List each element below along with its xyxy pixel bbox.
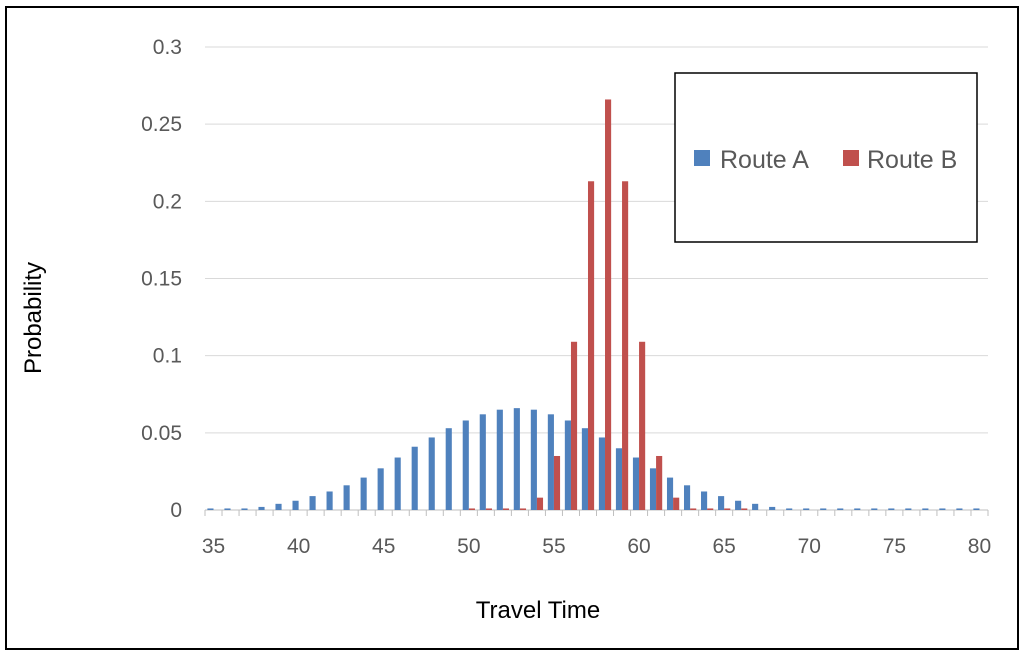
bar-route-a xyxy=(735,500,742,510)
bar-route-a xyxy=(701,491,708,510)
x-tick-label: 50 xyxy=(457,535,480,558)
bar-route-a xyxy=(786,508,793,510)
x-tick-labels: 35 40 45 50 55 60 65 70 75 80 xyxy=(202,535,991,558)
bar-route-a xyxy=(394,457,401,510)
bar-route-a xyxy=(292,500,299,510)
bar-route-a xyxy=(649,468,657,510)
x-tick-label: 70 xyxy=(798,535,821,558)
legend-box xyxy=(674,72,978,243)
bar-route-a xyxy=(683,485,691,510)
bar-route-a xyxy=(666,477,674,510)
y-tick-label: 0.15 xyxy=(141,268,182,291)
y-tick-labels: 0 0.05 0.1 0.15 0.2 0.25 0.3 xyxy=(141,36,182,522)
bar-route-a xyxy=(275,503,282,510)
bar-route-a xyxy=(207,508,214,510)
x-tick-label: 55 xyxy=(542,535,565,558)
legend: Route A Route B xyxy=(674,72,978,243)
bar-route-b xyxy=(519,508,527,510)
bar-route-a xyxy=(632,457,640,510)
bar-route-a xyxy=(888,508,895,510)
bar-route-b xyxy=(690,508,697,510)
y-axis-title: Probability xyxy=(20,262,47,374)
bar-route-a xyxy=(871,508,878,510)
y-tick-label: 0.05 xyxy=(141,422,182,445)
bar-route-a xyxy=(956,508,963,510)
bar-route-a xyxy=(496,409,503,510)
legend-label-route-b: Route B xyxy=(867,146,957,174)
bar-route-a xyxy=(564,420,571,510)
bar-route-a xyxy=(547,414,554,510)
legend-swatch-route-a xyxy=(694,150,710,166)
bar-route-a xyxy=(309,496,316,510)
bar-route-a xyxy=(445,428,452,510)
bar-route-a xyxy=(428,437,435,510)
bar-route-a xyxy=(377,468,384,510)
bar-route-a xyxy=(224,508,231,510)
bar-route-a xyxy=(752,503,759,510)
bar-route-a xyxy=(241,508,248,510)
bar-route-a xyxy=(343,485,350,510)
bar-route-a xyxy=(258,506,265,510)
y-tick-label: 0 xyxy=(170,499,182,522)
bar-route-a xyxy=(769,506,776,510)
bar-route-a xyxy=(854,508,861,510)
bar-route-a xyxy=(479,414,486,510)
bar-route-b xyxy=(485,508,492,510)
y-tick-label: 0.3 xyxy=(153,36,182,59)
bar-route-a xyxy=(326,491,333,510)
x-tick-label: 40 xyxy=(287,535,310,558)
x-tick-label: 80 xyxy=(968,535,991,558)
bar-route-b xyxy=(605,99,612,511)
bar-route-a xyxy=(462,420,469,510)
bar-route-a xyxy=(803,508,810,510)
bar-route-a xyxy=(939,508,946,510)
bar-route-a xyxy=(718,496,725,510)
x-tick-label: 60 xyxy=(627,535,650,558)
bar-route-b xyxy=(587,181,595,510)
bar-route-b xyxy=(468,508,475,510)
bars xyxy=(207,99,980,511)
bar-route-b xyxy=(536,497,544,510)
bar-route-b xyxy=(639,341,646,510)
bar-route-b xyxy=(553,455,561,510)
bar-route-a xyxy=(820,508,827,510)
bar-route-a xyxy=(360,477,367,510)
y-tick-label: 0.2 xyxy=(153,190,182,213)
x-tick-label: 35 xyxy=(202,535,225,558)
bar-route-a xyxy=(973,508,980,510)
y-tick-label: 0.25 xyxy=(141,113,182,136)
bar-route-a xyxy=(581,428,588,510)
bar-route-b xyxy=(622,181,629,510)
bar-route-a xyxy=(905,508,912,510)
legend-label-route-a: Route A xyxy=(720,146,809,174)
x-tick-label: 45 xyxy=(372,535,395,558)
bar-route-b xyxy=(502,508,510,510)
bar-route-b xyxy=(724,508,731,510)
bar-route-a xyxy=(598,437,606,510)
bar-route-a xyxy=(530,409,537,510)
bar-route-b xyxy=(656,455,663,510)
bar-route-a xyxy=(513,408,520,510)
x-axis-title: Travel Time xyxy=(476,597,600,624)
bar-route-b xyxy=(673,497,680,510)
x-tick-label: 75 xyxy=(883,535,906,558)
bar-route-b xyxy=(707,508,714,510)
bar-route-a xyxy=(411,446,418,510)
y-tick-label: 0.1 xyxy=(153,345,182,368)
bar-route-b xyxy=(741,508,748,510)
legend-swatch-route-b xyxy=(843,150,859,166)
bar-route-a xyxy=(615,448,623,510)
bar-route-a xyxy=(837,508,844,510)
bar-route-a xyxy=(922,508,929,510)
x-tick-label: 65 xyxy=(712,535,735,558)
bar-route-b xyxy=(570,341,578,510)
